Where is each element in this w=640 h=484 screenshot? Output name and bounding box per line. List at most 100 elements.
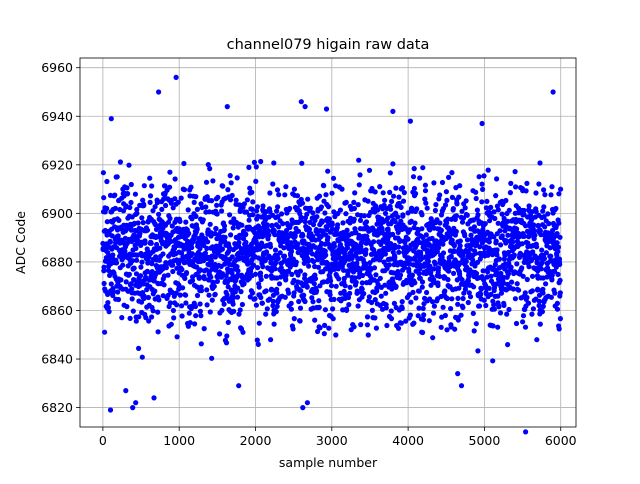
data-point [102, 227, 108, 234]
data-point [271, 160, 277, 166]
data-point [499, 233, 505, 239]
data-point [403, 318, 409, 324]
data-point [444, 295, 450, 302]
data-point [347, 284, 353, 290]
data-point [443, 189, 449, 195]
data-point [543, 281, 549, 287]
data-point [221, 223, 228, 229]
data-point [147, 175, 153, 181]
data-point [510, 286, 516, 292]
data-point [148, 240, 154, 246]
data-point [277, 250, 283, 256]
data-point [203, 179, 210, 185]
data-point [323, 252, 329, 258]
data-point [225, 284, 231, 290]
data-point [222, 234, 228, 240]
data-point [152, 288, 158, 294]
data-point [209, 198, 215, 204]
data-point [229, 192, 235, 199]
data-point [425, 258, 431, 264]
data-point [382, 251, 388, 257]
data-point [229, 254, 235, 260]
data-point [352, 275, 358, 281]
data-point [142, 238, 148, 244]
data-point [178, 195, 184, 201]
data-point [424, 205, 430, 211]
data-point [128, 281, 134, 287]
data-point [557, 277, 563, 283]
data-point [364, 314, 371, 320]
data-point [220, 183, 226, 189]
data-point [321, 331, 327, 337]
data-point [536, 303, 542, 309]
data-point [396, 249, 402, 255]
data-point [102, 329, 108, 335]
data-point [107, 239, 113, 245]
data-point [289, 271, 295, 277]
data-point [408, 299, 414, 305]
data-point [323, 192, 329, 198]
data-point [139, 354, 145, 360]
data-point [355, 303, 361, 309]
data-point [188, 184, 194, 190]
data-point [225, 319, 231, 325]
data-point [550, 227, 556, 234]
data-point [496, 256, 502, 262]
data-point [483, 302, 489, 309]
data-point [392, 218, 398, 225]
data-point [392, 254, 398, 260]
data-point [421, 312, 427, 318]
data-point [446, 268, 452, 274]
data-point [533, 209, 539, 215]
data-point [328, 278, 334, 284]
data-point [213, 226, 219, 232]
data-point [556, 256, 563, 262]
outlier-point [236, 383, 242, 389]
data-point [412, 220, 418, 226]
data-point [385, 226, 391, 232]
data-point [425, 247, 431, 254]
data-point [305, 258, 311, 264]
x-tick-label: 1000 [163, 433, 195, 448]
data-point [124, 185, 130, 191]
data-point [271, 228, 277, 234]
data-point [393, 283, 399, 289]
data-point [205, 162, 211, 168]
data-point [302, 272, 308, 278]
data-point [108, 281, 114, 287]
data-point [391, 193, 397, 199]
data-point [407, 227, 413, 233]
data-point [351, 205, 357, 212]
data-point [519, 241, 525, 247]
data-point [391, 300, 397, 306]
data-point [476, 303, 483, 309]
y-tick-label: 6840 [41, 352, 73, 367]
data-point [115, 296, 122, 303]
data-point [247, 185, 253, 191]
data-point [420, 317, 426, 323]
data-point [138, 273, 144, 279]
data-point [283, 184, 289, 190]
data-point [316, 193, 323, 199]
data-point [314, 214, 320, 220]
data-point [530, 249, 536, 255]
data-point [258, 276, 264, 283]
data-point [344, 245, 351, 251]
data-point [524, 276, 530, 283]
outlier-point [390, 108, 396, 114]
data-point [448, 306, 454, 312]
x-tick-label: 3000 [316, 433, 348, 448]
data-point [139, 215, 145, 221]
data-point [438, 324, 444, 330]
data-point [319, 219, 325, 225]
data-point [437, 192, 443, 198]
data-point [340, 220, 346, 226]
data-point [238, 289, 244, 295]
data-point [531, 222, 537, 228]
data-point [194, 284, 200, 290]
outlier-point [455, 371, 461, 377]
x-tick-label: 0 [99, 433, 107, 448]
data-point [156, 297, 162, 303]
data-point [382, 210, 389, 216]
data-point [109, 233, 115, 239]
